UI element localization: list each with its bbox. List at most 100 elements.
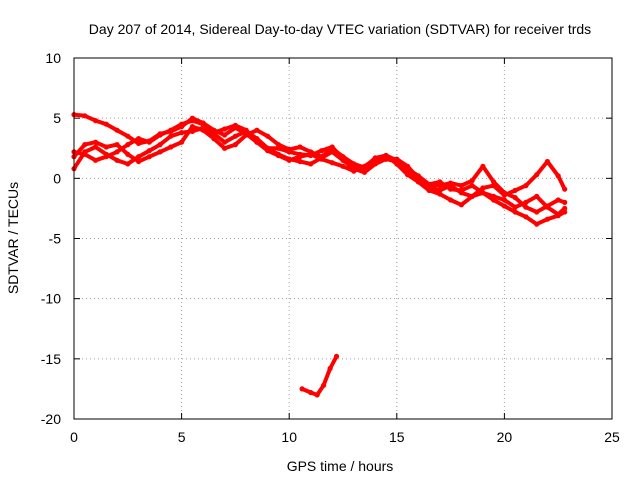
data-point (189, 115, 195, 121)
data-point (555, 197, 561, 203)
data-point (136, 140, 142, 146)
data-point (351, 164, 357, 171)
data-point (562, 205, 568, 211)
data-point (405, 163, 411, 169)
data-point (299, 386, 305, 392)
data-point (458, 202, 464, 208)
data-point (437, 191, 443, 197)
data-point (512, 204, 518, 210)
data-point (329, 144, 335, 150)
data-point (92, 144, 99, 150)
data-point (512, 187, 518, 193)
y-tick-label: -15 (41, 351, 61, 367)
data-point (544, 216, 551, 222)
data-point (361, 164, 368, 171)
data-point (168, 144, 174, 150)
data-point (222, 145, 228, 151)
x-tick-label: 20 (497, 429, 513, 445)
data-point (179, 139, 185, 145)
data-point (491, 179, 497, 185)
data-point (544, 158, 551, 165)
data-point (146, 154, 152, 160)
data-point (157, 149, 163, 155)
data-point (157, 131, 163, 137)
data-point (480, 163, 486, 169)
data-point (103, 121, 109, 127)
data-point (562, 199, 568, 205)
data-point (275, 145, 281, 151)
data-point (286, 157, 292, 163)
data-point (275, 152, 281, 159)
data-point (415, 175, 421, 181)
data-point (275, 142, 281, 148)
data-point (383, 152, 389, 159)
data-point (200, 127, 206, 133)
data-point (308, 152, 314, 159)
data-point (297, 158, 303, 165)
data-point (555, 211, 561, 217)
data-point (534, 193, 540, 199)
data-point (103, 144, 109, 150)
data-point (448, 197, 454, 203)
y-axis-label: SDTVAR / TECUs (5, 182, 21, 294)
data-point (314, 392, 320, 398)
data-point (179, 130, 185, 136)
data-point (534, 209, 540, 215)
data-point (491, 183, 497, 189)
data-point (480, 185, 486, 191)
data-point (222, 126, 228, 132)
x-tick-label: 10 (281, 429, 297, 445)
data-point (329, 160, 335, 166)
data-point (146, 138, 152, 144)
data-point (512, 195, 518, 201)
data-point (512, 209, 518, 215)
data-point (136, 158, 142, 165)
data-point (318, 148, 325, 154)
data-point (327, 365, 333, 372)
data-point (555, 173, 561, 179)
data-point (114, 157, 120, 163)
data-point (458, 190, 464, 196)
data-point (297, 151, 303, 157)
x-tick-label: 0 (70, 429, 78, 445)
data-point (361, 169, 368, 175)
data-point (254, 127, 260, 133)
data-point (491, 193, 497, 199)
data-point (222, 132, 228, 138)
data-point (534, 221, 540, 227)
data-point (168, 133, 174, 139)
data-point (501, 203, 507, 209)
data-point (383, 156, 389, 162)
data-point (437, 179, 443, 185)
y-tick-label: -10 (41, 291, 61, 307)
data-point (82, 151, 88, 157)
data-point (179, 124, 185, 130)
x-tick-label: 25 (604, 429, 620, 445)
data-point (544, 203, 551, 209)
data-point (308, 161, 314, 167)
data-point (501, 192, 507, 198)
data-point (448, 183, 454, 189)
chart-title: Day 207 of 2014, Sidereal Day-to-day VTE… (89, 21, 591, 37)
x-axis-label: GPS time / hours (287, 458, 394, 474)
data-point (125, 133, 131, 139)
y-tick-label: 0 (53, 170, 61, 186)
data-point (136, 154, 142, 160)
series-line (300, 354, 339, 397)
data-point (222, 139, 228, 145)
y-tick-label: 5 (53, 110, 61, 126)
data-point (351, 168, 357, 174)
data-point (114, 149, 120, 155)
data-point (523, 214, 529, 220)
data-point (437, 183, 443, 189)
data-point (265, 145, 271, 151)
data-point (469, 193, 475, 199)
data-point (523, 183, 529, 189)
data-point (523, 204, 529, 210)
data-point (211, 136, 217, 142)
tick-label-layer: 0 5 10 15 20 25 10 5 0 -5 -10 -15 -20 (41, 50, 620, 445)
grid-layer (74, 58, 612, 419)
data-point (340, 163, 346, 169)
data-point (82, 142, 88, 148)
data-point (333, 353, 340, 359)
